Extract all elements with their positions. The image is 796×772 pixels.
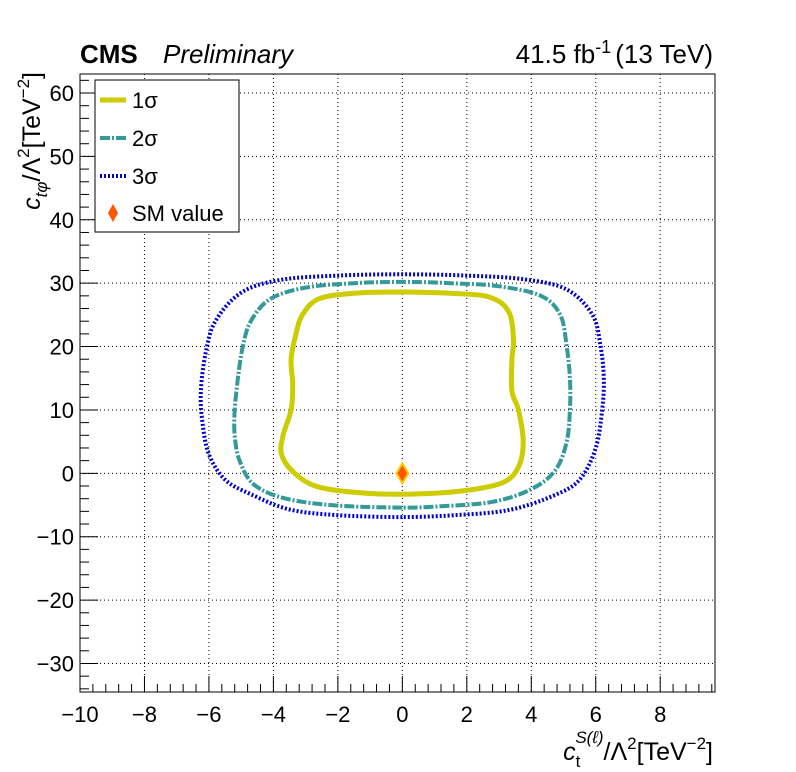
y-tick-label: −10	[37, 525, 74, 550]
legend-label-3sigma: 3σ	[132, 164, 158, 189]
x-title-unit-close: ]	[706, 738, 713, 766]
y-tick-label: −30	[37, 651, 74, 676]
x-tick-label: −10	[61, 702, 98, 727]
y-tick-label: 30	[50, 271, 74, 296]
x-title-sup: S(ℓ)	[575, 728, 603, 747]
x-tick-label: −6	[196, 702, 221, 727]
x-title-unit: [TeV	[637, 738, 687, 766]
y-title-unit-sup: −2	[14, 79, 33, 98]
grid-lines	[80, 74, 715, 692]
y-tick-label: 60	[50, 81, 74, 106]
contour-3sigma	[198, 272, 606, 520]
legend: 1σ 2σ 3σ SM value	[94, 79, 240, 233]
sm-marker-layer	[395, 461, 410, 486]
contour-2sigma	[232, 279, 573, 510]
status-label: Preliminary	[163, 39, 295, 69]
x-tick-label: 0	[396, 702, 408, 727]
x-tick-label: −4	[261, 702, 286, 727]
contour-curves	[198, 272, 606, 520]
y-tick-label: 50	[50, 144, 74, 169]
y-title-base: c	[18, 197, 46, 210]
y-tick-labels: −30 −20 −10 0 10 20 30 40 50 60	[37, 81, 74, 676]
sm-value-marker	[395, 461, 410, 486]
plot-frame	[79, 73, 716, 693]
legend-box	[94, 79, 240, 233]
y-tick-label: −20	[37, 588, 74, 613]
x-tick-label: 2	[461, 702, 473, 727]
x-title-rest: /Λ	[604, 738, 628, 766]
x-tick-label: 4	[525, 702, 537, 727]
y-title-rest: /Λ	[18, 158, 46, 182]
x-tick-labels: −10 −8 −6 −4 −2 0 2 4 6 8	[61, 702, 666, 727]
lumi-exponent: -1	[595, 37, 611, 57]
x-tick-label: −2	[325, 702, 350, 727]
contour-1sigma	[278, 289, 526, 497]
experiment-label: CMS	[80, 39, 138, 69]
y-title-rest-sup: 2	[14, 148, 33, 157]
x-title-base: c	[563, 738, 576, 766]
y-tick-label: 20	[50, 335, 74, 360]
legend-label-1sigma: 1σ	[132, 88, 158, 113]
legend-swatch-sm	[108, 204, 118, 222]
y-axis-title-group: ctφ/Λ2[TeV−2]	[14, 72, 51, 210]
legend-label-sm: SM value	[132, 201, 224, 226]
lumi-label: 41.5 fb-1 (13 TeV)	[516, 37, 713, 69]
x-tick-label: −8	[132, 702, 157, 727]
y-tick-label: 0	[62, 461, 74, 486]
lumi-value: 41.5 fb	[516, 39, 596, 69]
x-title-unit-sup: −2	[687, 734, 706, 753]
x-axis-title: ct S(ℓ)/Λ2[TeV−2]	[563, 728, 713, 771]
y-title-sub: tφ	[32, 182, 51, 198]
y-title-unit: [TeV	[18, 98, 46, 148]
y-title-unit-close: ]	[18, 72, 46, 79]
y-axis-title: ctφ/Λ2[TeV−2]	[14, 72, 51, 210]
energy-label: (13 TeV)	[615, 39, 713, 69]
axis-ticks	[79, 79, 713, 692]
y-tick-label: 40	[50, 208, 74, 233]
y-tick-label: 10	[50, 398, 74, 423]
x-title-sub: t	[576, 752, 581, 771]
x-title-rest-sup: 2	[627, 734, 636, 753]
x-tick-label: 8	[654, 702, 666, 727]
x-tick-label: 6	[590, 702, 602, 727]
legend-label-2sigma: 2σ	[132, 126, 158, 151]
